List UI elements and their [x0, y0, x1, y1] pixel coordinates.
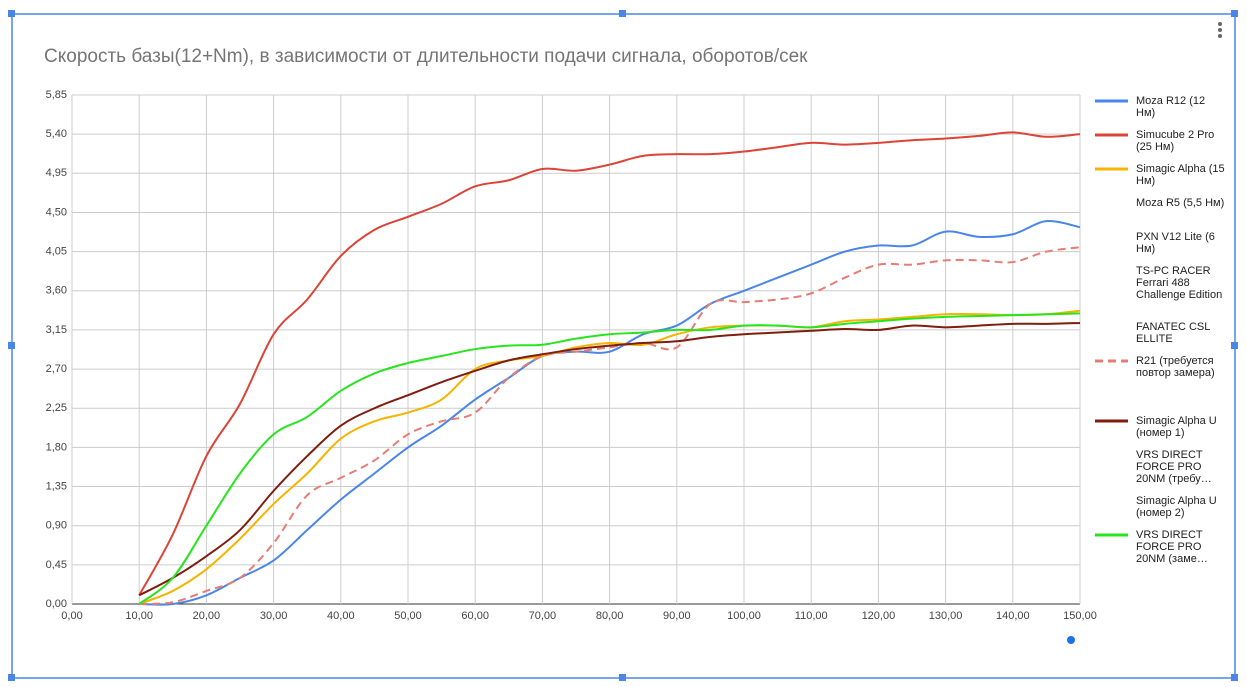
- y-tick-label: 2,25: [46, 402, 67, 414]
- legend-label: FANATEC CSL ELLITE: [1136, 321, 1210, 345]
- y-tick-label: 0,45: [46, 559, 67, 571]
- chart-title: Скорость базы(12+Nm), в зависимости от д…: [44, 46, 808, 67]
- x-tick-label: 20,00: [193, 610, 221, 622]
- y-tick-label: 2,70: [46, 363, 67, 375]
- x-tick-label: 130,00: [929, 610, 963, 622]
- x-tick-label: 40,00: [327, 610, 355, 622]
- x-tick-label: 140,00: [996, 610, 1030, 622]
- legend-label: Moza R12 (12 Нм): [1136, 95, 1206, 119]
- y-tick-label: 1,80: [46, 441, 67, 453]
- y-tick-label: 0,00: [46, 598, 67, 610]
- legend-label: Simagic Alpha U (номер 2): [1136, 495, 1217, 519]
- y-tick-label: 4,05: [46, 246, 67, 258]
- x-tick-label: 150,00: [1063, 610, 1097, 622]
- series-line: [138, 312, 1081, 605]
- menu-button[interactable]: [1218, 22, 1222, 38]
- legend-label: Simucube 2 Pro (25 Нм): [1136, 129, 1215, 153]
- x-tick-label: 120,00: [862, 610, 896, 622]
- x-tick-label: 70,00: [529, 610, 557, 622]
- resize-handles[interactable]: [8, 10, 1238, 681]
- x-tick-label: 60,00: [461, 610, 489, 622]
- legend-label: Moza R5 (5,5 Нм): [1136, 197, 1225, 209]
- x-tick-label: 80,00: [596, 610, 624, 622]
- series-line: [138, 321, 1081, 597]
- x-tick-label: 100,00: [727, 610, 761, 622]
- series-line: [138, 309, 1081, 605]
- y-tick-label: 3,60: [46, 285, 67, 297]
- x-tick-label: 50,00: [394, 610, 422, 622]
- page-dot[interactable]: [1067, 636, 1075, 644]
- legend-label: VRS DIRECT FORCE PRO 20NM (требу…: [1136, 449, 1212, 485]
- legend-label: Simagic Alpha U (номер 1): [1136, 415, 1217, 439]
- x-tick-label: 0,00: [61, 610, 82, 622]
- y-tick-label: 4,95: [46, 167, 67, 179]
- x-tick-label: 110,00: [795, 610, 828, 622]
- y-tick-label: 5,40: [46, 128, 67, 140]
- legend-label: Simagic Alpha (15 Нм): [1136, 163, 1225, 187]
- x-tick-label: 30,00: [260, 610, 288, 622]
- legend-label: PXN V12 Lite (6 Нм): [1136, 231, 1215, 255]
- x-tick-label: 10,00: [125, 610, 153, 622]
- series-line: [138, 131, 1081, 596]
- y-tick-label: 1,35: [46, 480, 67, 492]
- y-tick-label: 3,15: [46, 324, 67, 336]
- y-tick-label: 5,85: [46, 89, 67, 101]
- legend-label: TS-PC RACER Ferrari 488 Challenge Editio…: [1136, 265, 1223, 301]
- legend-label: VRS DIRECT FORCE PRO 20NM (заме…: [1136, 529, 1208, 565]
- legend-label: R21 (требуется повтор замера): [1136, 355, 1215, 379]
- y-tick-label: 4,50: [46, 206, 67, 218]
- series-line: [139, 246, 1081, 605]
- y-tick-label: 0,90: [46, 520, 67, 532]
- x-tick-label: 90,00: [663, 610, 691, 622]
- series-line: [139, 220, 1081, 606]
